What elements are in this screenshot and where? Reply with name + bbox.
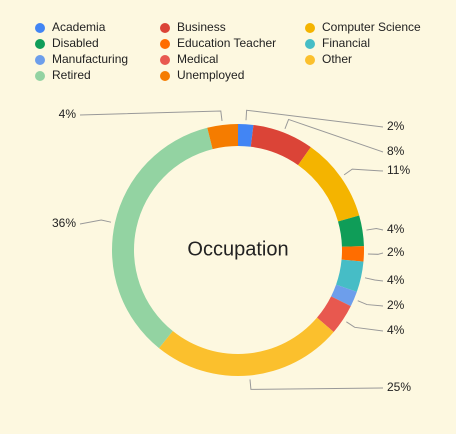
data-label: 4% <box>59 107 77 121</box>
data-label: 4% <box>387 323 405 337</box>
legend-swatch <box>305 55 315 65</box>
leader-line <box>284 118 384 153</box>
legend-label: Business <box>177 20 226 34</box>
leader-line <box>346 321 384 332</box>
donut-slice <box>338 215 364 247</box>
legend-swatch <box>160 39 170 49</box>
data-label: 8% <box>387 144 405 158</box>
legend-swatch <box>35 23 45 33</box>
leader-line <box>79 219 112 225</box>
legend-label: Medical <box>177 52 218 66</box>
leader-line <box>79 110 223 122</box>
legend-label: Manufacturing <box>52 52 128 66</box>
donut-slice <box>298 147 360 222</box>
data-label: 2% <box>387 245 405 259</box>
legend-label: Other <box>322 52 352 66</box>
donut-slice <box>159 317 334 377</box>
donut-slice <box>238 124 254 147</box>
legend-swatch <box>305 39 315 49</box>
leader-line <box>249 379 384 390</box>
data-label: 11% <box>387 163 410 177</box>
leader-line <box>245 109 384 128</box>
donut-slice <box>250 124 311 166</box>
legend-swatch <box>35 71 45 81</box>
data-label: 36% <box>52 216 76 230</box>
legend-label: Retired <box>52 68 91 82</box>
data-label: 4% <box>387 273 405 287</box>
leader-line <box>367 252 384 255</box>
data-label: 2% <box>387 119 405 133</box>
donut-slice <box>112 127 213 349</box>
legend-swatch <box>160 55 170 65</box>
data-label: 25% <box>387 380 411 394</box>
legend-label: Education Teacher <box>177 36 276 50</box>
legend-swatch <box>305 23 315 33</box>
leader-line <box>357 300 384 307</box>
legend-swatch <box>35 39 45 49</box>
donut-slice <box>341 246 364 262</box>
data-label: 2% <box>387 298 405 312</box>
legend-label: Unemployed <box>177 68 244 82</box>
leader-line <box>364 277 384 282</box>
legend-label: Financial <box>322 36 370 50</box>
chart-title: Occupation <box>187 238 288 260</box>
donut-slice <box>336 259 364 292</box>
data-label: 4% <box>387 222 405 236</box>
donut-slice <box>331 284 357 307</box>
legend-label: Disabled <box>52 36 99 50</box>
leader-line <box>343 168 384 176</box>
leader-line <box>366 228 384 231</box>
donut-slice <box>316 296 351 332</box>
legend-label: Computer Science <box>322 20 421 34</box>
donut-slice <box>207 124 238 150</box>
legend-label: Academia <box>52 20 106 34</box>
legend-swatch <box>35 55 45 65</box>
legend-swatch <box>160 23 170 33</box>
legend-swatch <box>160 71 170 81</box>
